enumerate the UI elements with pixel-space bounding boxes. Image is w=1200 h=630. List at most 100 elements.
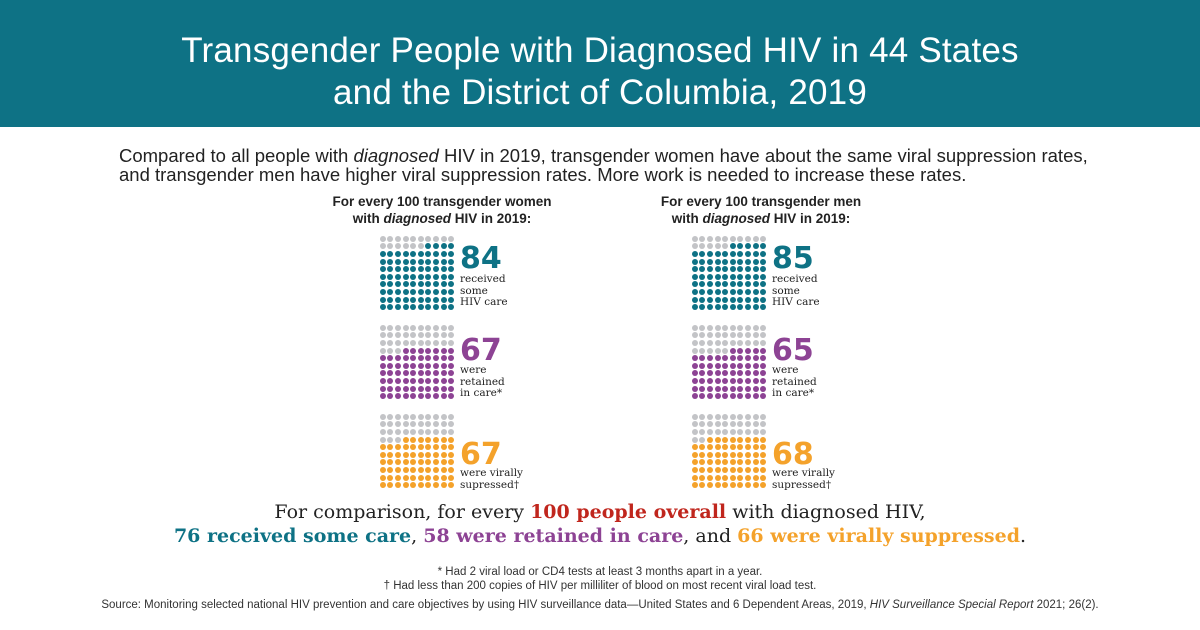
dot-filled — [379, 296, 386, 303]
dot-filled — [394, 393, 401, 400]
dot-filled — [729, 466, 736, 473]
footnote-star: * Had 2 viral load or CD4 tests at least… — [437, 566, 763, 578]
column-header-men-line-1: For every 100 transgender men — [660, 194, 862, 209]
dot-filled — [722, 281, 729, 288]
dot-filled — [410, 288, 417, 295]
dot-filled — [714, 474, 721, 481]
dot-filled — [744, 355, 751, 362]
dot-filled — [737, 436, 744, 443]
dot-filled — [432, 362, 439, 369]
dot-filled — [729, 250, 736, 257]
dot-filled — [417, 281, 424, 288]
dot-filled — [410, 393, 417, 400]
dot-filled — [760, 377, 767, 384]
dot-empty — [752, 324, 759, 331]
dot-empty — [691, 324, 698, 331]
dot-filled — [699, 362, 706, 369]
dot-filled — [379, 444, 386, 451]
dot-empty — [691, 421, 698, 428]
dot-filled — [729, 296, 736, 303]
dot-empty — [760, 324, 767, 331]
dot-filled — [744, 304, 751, 311]
dot-empty — [448, 413, 455, 420]
stat-label-men-retained: were retained in care* — [772, 364, 817, 400]
dot-empty — [402, 428, 409, 435]
dot-filled — [440, 459, 447, 466]
dot-filled — [417, 393, 424, 400]
dot-filled — [402, 258, 409, 265]
dot-filled — [722, 266, 729, 273]
dot-empty — [379, 235, 386, 242]
dot-filled — [760, 347, 767, 354]
dot-filled — [714, 482, 721, 489]
dot-empty — [432, 332, 439, 339]
dot-filled — [691, 355, 698, 362]
dot-filled — [699, 288, 706, 295]
dot-filled — [425, 370, 432, 377]
dot-filled — [410, 385, 417, 392]
dot-filled — [402, 459, 409, 466]
dot-filled — [722, 474, 729, 481]
dot-empty — [722, 428, 729, 435]
column-header-men-pre: with — [671, 211, 703, 226]
dot-filled — [714, 355, 721, 362]
dot-filled — [737, 281, 744, 288]
dot-filled — [402, 288, 409, 295]
dot-filled — [760, 258, 767, 265]
dot-empty — [744, 235, 751, 242]
dot-filled — [706, 466, 713, 473]
dot-empty — [440, 324, 447, 331]
dot-filled — [729, 451, 736, 458]
dot-filled — [722, 385, 729, 392]
dot-filled — [432, 281, 439, 288]
dot-empty — [394, 436, 401, 443]
dot-filled — [737, 482, 744, 489]
dot-filled — [432, 385, 439, 392]
dot-filled — [752, 393, 759, 400]
dot-empty — [432, 428, 439, 435]
dot-empty — [379, 332, 386, 339]
dot-filled — [722, 444, 729, 451]
dot-filled — [737, 304, 744, 311]
stat-label-line: HIV care — [772, 296, 820, 308]
dot-filled — [744, 482, 751, 489]
dot-empty — [699, 243, 706, 250]
dot-filled — [714, 466, 721, 473]
dot-filled — [440, 466, 447, 473]
dot-filled — [752, 273, 759, 280]
dot-filled — [379, 370, 386, 377]
dot-filled — [714, 459, 721, 466]
dot-filled — [402, 281, 409, 288]
dot-filled — [760, 243, 767, 250]
dot-filled — [417, 385, 424, 392]
column-header-men: For every 100 transgender men with diagn… — [641, 193, 881, 227]
dot-empty — [752, 332, 759, 339]
dot-filled — [417, 347, 424, 354]
stat-label-line: were virally — [772, 467, 835, 479]
dot-filled — [737, 474, 744, 481]
dot-filled — [402, 474, 409, 481]
dot-empty — [394, 332, 401, 339]
dot-filled — [729, 273, 736, 280]
dot-filled — [760, 466, 767, 473]
dot-filled — [432, 347, 439, 354]
dot-filled — [432, 482, 439, 489]
dot-empty — [744, 332, 751, 339]
dot-filled — [737, 370, 744, 377]
dot-empty — [387, 235, 394, 242]
dot-filled — [699, 355, 706, 362]
stat-label-line: were — [772, 364, 799, 376]
stat-label-men-suppressed: were virally supressed† — [772, 467, 835, 491]
dot-filled — [691, 258, 698, 265]
dot-empty — [417, 243, 424, 250]
dot-filled — [699, 459, 706, 466]
dot-empty — [387, 347, 394, 354]
dot-empty — [760, 235, 767, 242]
dot-filled — [410, 355, 417, 362]
dot-empty — [722, 347, 729, 354]
dot-filled — [440, 304, 447, 311]
column-header-men-italic: diagnosed — [702, 211, 770, 226]
dot-filled — [425, 459, 432, 466]
stat-label-men-care: received some HIV care — [772, 273, 820, 309]
dot-filled — [760, 281, 767, 288]
